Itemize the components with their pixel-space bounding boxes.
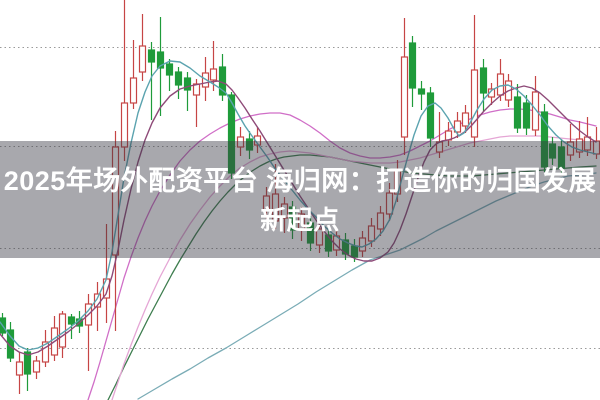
candle-up	[138, 14, 147, 81]
candle-down	[479, 59, 488, 112]
candle-down	[306, 216, 315, 251]
ma-lines-fast	[0, 60, 597, 356]
candle-down	[540, 104, 549, 172]
title-banner: 2025年场外配资平台 海归网：打造你的归国发展 新起点	[0, 141, 600, 258]
banner-title-line1: 2025年场外配资平台 海归网：打造你的归国发展	[3, 165, 597, 196]
candle-up	[209, 41, 218, 91]
candle-down	[417, 81, 426, 110]
candle-up	[400, 18, 409, 155]
candle-down	[218, 54, 227, 101]
candle-down	[548, 137, 557, 165]
candle-up	[280, 197, 289, 233]
ma-magenta	[87, 108, 597, 400]
candle-down	[0, 313, 7, 336]
ma-lines-slow	[87, 108, 597, 400]
candle-up	[120, 0, 129, 161]
candle-down	[183, 72, 192, 111]
candle-down	[522, 95, 531, 135]
candle-down	[288, 201, 297, 239]
ma-teal	[0, 60, 597, 351]
ma-light-pink	[111, 135, 597, 400]
gridlines	[0, 47, 600, 349]
candle-down	[174, 67, 183, 99]
candle-up	[470, 15, 479, 147]
candle-down	[557, 139, 566, 173]
ma-dark-green	[107, 154, 597, 400]
candle-up	[15, 352, 24, 394]
candle-up	[297, 207, 306, 241]
candle-down	[426, 87, 435, 147]
candle-up	[271, 164, 280, 229]
candle-up	[84, 294, 93, 371]
candle-up	[41, 330, 50, 367]
candle-down	[513, 84, 522, 133]
candle-up	[575, 121, 584, 158]
candle-up	[566, 124, 575, 161]
candle-up	[358, 231, 367, 257]
candle-up	[385, 183, 394, 221]
candle-down	[324, 227, 333, 257]
candle-down	[147, 42, 156, 120]
ma-slow-teal	[137, 172, 597, 400]
candle-up	[129, 40, 138, 109]
banner-title-line2: 新起点	[260, 204, 340, 235]
ma-wine	[0, 80, 597, 356]
candle-down	[165, 59, 174, 91]
candle-up	[192, 79, 201, 127]
candle-up	[376, 206, 385, 236]
candle-down	[6, 322, 15, 362]
candle-down	[227, 92, 236, 179]
candle-up	[262, 187, 271, 219]
candle-up	[461, 105, 470, 133]
candle-down	[408, 36, 417, 107]
candle-up	[531, 76, 540, 136]
candle-up	[32, 356, 41, 379]
candle-up	[93, 282, 102, 331]
candle-up	[236, 127, 245, 156]
candle-up	[315, 221, 324, 253]
candle-down	[245, 131, 254, 159]
